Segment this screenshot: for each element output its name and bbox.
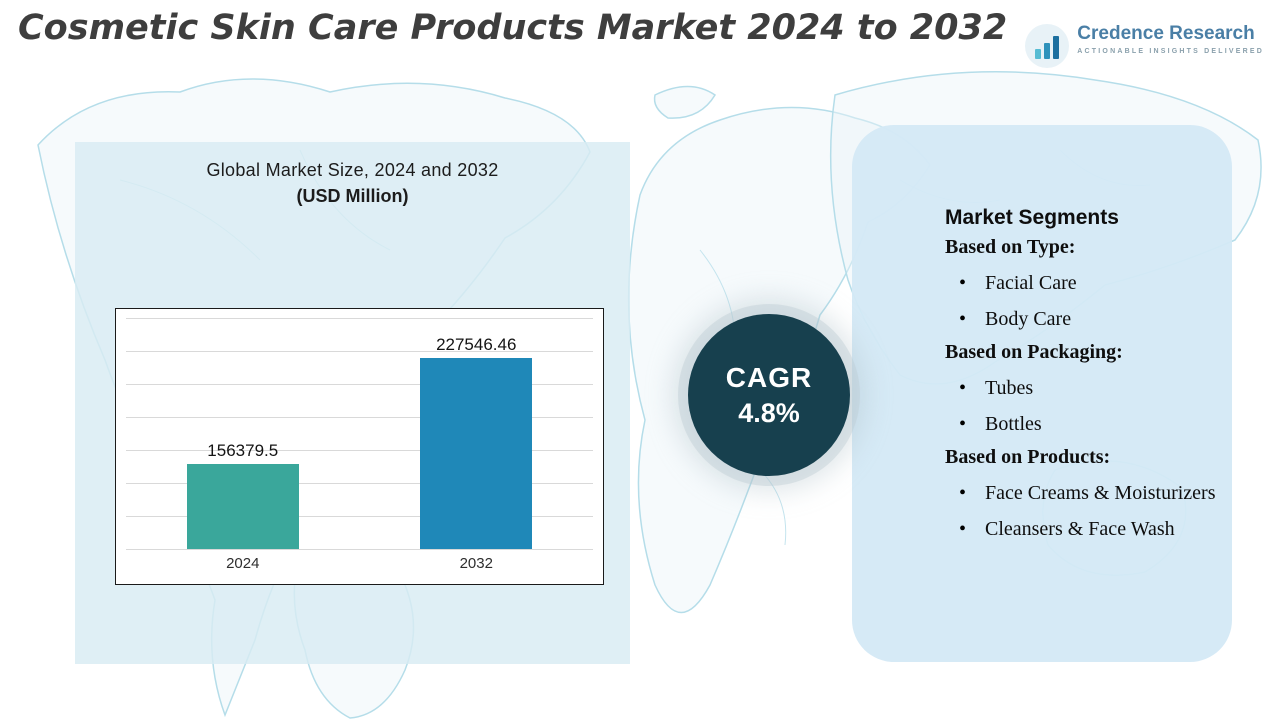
x-tick-label: 2024 [226, 555, 260, 572]
chart-title-line2: (USD Million) [296, 186, 409, 206]
bar-2024 [186, 464, 299, 549]
market-segments-content: Market Segments Based on Type: Facial Ca… [945, 206, 1225, 551]
cagr-badge: CAGR 4.8% [688, 314, 850, 476]
brand-tagline: Actionable Insights Delivered [1077, 47, 1264, 55]
chart-title-line1: Global Market Size, 2024 and 2032 [206, 160, 499, 180]
brand-name: Credence Research [1077, 23, 1255, 44]
page-title: Cosmetic Skin Care Products Market 2024 … [18, 8, 1008, 48]
chart-bars: 156379.5 227546.46 [126, 309, 593, 549]
cagr-label: CAGR [725, 361, 813, 393]
segment-item: Body Care [945, 305, 1225, 333]
segments-list-packaging: Tubes Bottles [945, 374, 1225, 438]
segments-list-products: Face Creams & Moisturizers Cleansers & F… [945, 479, 1225, 543]
bar-2032 [420, 358, 533, 549]
brand-text-block: Credence Research Actionable Insights De… [1077, 23, 1264, 55]
segment-item: Bottles [945, 410, 1225, 438]
chart-title-block: Global Market Size, 2024 and 2032 (USD M… [120, 160, 585, 207]
segments-heading-type: Based on Type: [945, 236, 1076, 258]
segment-item: Cleansers & Face Wash [945, 515, 1225, 543]
segment-item: Facial Care [945, 269, 1225, 297]
bar-value-label: 156379.5 [207, 441, 279, 460]
bar-group-2032: 227546.46 [420, 335, 533, 549]
bar-value-label: 227546.46 [436, 335, 517, 354]
bar-chart-logo-icon [1025, 24, 1070, 68]
segments-heading-packaging: Based on Packaging: [945, 341, 1123, 363]
segments-list-type: Facial Care Body Care [945, 269, 1225, 333]
bar-chart: 156379.5 227546.46 2024 2032 [115, 308, 604, 585]
brand-logo: Credence Research Actionable Insights De… [1025, 23, 1264, 68]
bar-group-2024: 156379.5 [186, 441, 299, 549]
segments-title: Market Segments [945, 206, 1119, 229]
segments-heading-products: Based on Products: [945, 446, 1111, 468]
chart-xlabels: 2024 2032 [126, 555, 593, 572]
segment-item: Face Creams & Moisturizers [945, 479, 1225, 507]
segment-item: Tubes [945, 374, 1225, 402]
x-tick-label: 2032 [459, 555, 493, 572]
cagr-value: 4.8% [738, 397, 800, 428]
